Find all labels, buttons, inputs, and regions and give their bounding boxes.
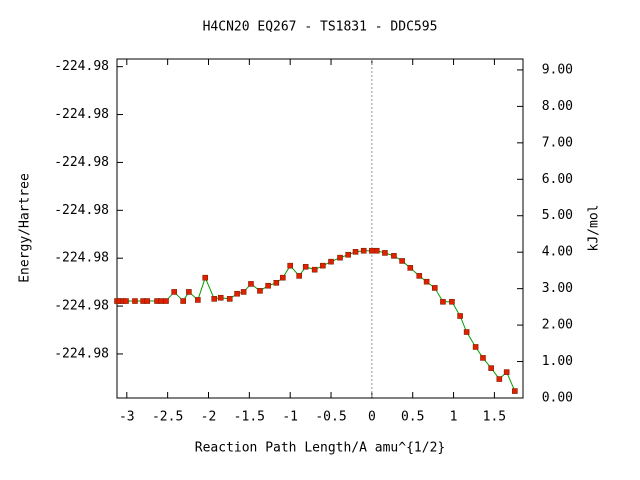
data-point bbox=[186, 289, 192, 295]
data-point bbox=[144, 298, 151, 304]
data-point bbox=[171, 289, 177, 295]
data-point bbox=[440, 298, 446, 305]
data-point bbox=[488, 365, 494, 371]
y2-tick-label: 4.00 bbox=[542, 245, 573, 260]
data-point bbox=[163, 298, 169, 304]
data-point bbox=[311, 266, 318, 273]
y-axis-label: Energy/Hartree bbox=[18, 173, 33, 283]
x-tick-label: 1 bbox=[450, 410, 458, 425]
data-point bbox=[265, 282, 271, 289]
data-point bbox=[496, 376, 503, 382]
data-point bbox=[234, 290, 240, 297]
x-tick-label: 0 bbox=[368, 410, 376, 425]
data-point bbox=[320, 262, 326, 269]
data-point bbox=[296, 273, 302, 279]
x-tick-label: -0.5 bbox=[315, 410, 346, 425]
data-point bbox=[449, 298, 455, 305]
data-point bbox=[472, 344, 479, 350]
data-point bbox=[369, 247, 375, 254]
x-axis-label: Reaction Path Length/A amu^{1/2} bbox=[195, 441, 445, 456]
x-tick-label: 1.5 bbox=[483, 410, 506, 425]
y-tick-label: -224.98 bbox=[54, 107, 109, 122]
data-point bbox=[431, 285, 438, 291]
data-point bbox=[480, 355, 486, 361]
y-tick-label: -224.98 bbox=[54, 59, 109, 74]
data-point bbox=[337, 254, 343, 261]
y2-tick-label: 5.00 bbox=[542, 208, 573, 223]
data-point bbox=[287, 262, 293, 269]
y2-tick-label: 9.00 bbox=[542, 62, 573, 77]
y-tick-label: -224.98 bbox=[54, 299, 109, 314]
x-tick-label: -1.5 bbox=[234, 410, 265, 425]
data-point bbox=[195, 297, 201, 303]
y2-tick-label: 2.00 bbox=[542, 318, 573, 333]
data-point bbox=[217, 294, 224, 301]
y2-tick-label: 8.00 bbox=[542, 99, 573, 114]
data-point bbox=[360, 247, 367, 254]
data-point bbox=[226, 296, 233, 302]
data-point bbox=[457, 313, 463, 319]
plot-frame bbox=[116, 58, 524, 399]
data-point bbox=[382, 250, 388, 256]
data-point bbox=[399, 258, 405, 264]
data-point bbox=[328, 258, 334, 265]
y2-tick-label: 6.00 bbox=[542, 172, 573, 187]
x-tick-label: 0.5 bbox=[401, 410, 424, 425]
y2-tick-label: 0.00 bbox=[542, 391, 573, 406]
data-point bbox=[202, 274, 209, 281]
y2-axis-label: kJ/mol bbox=[587, 205, 602, 252]
data-point bbox=[240, 289, 247, 295]
data-point bbox=[211, 296, 218, 302]
data-point bbox=[280, 274, 286, 281]
x-tick-label: -2.5 bbox=[152, 410, 183, 425]
x-tick-label: -2 bbox=[201, 410, 217, 425]
data-point bbox=[416, 273, 423, 279]
data-point bbox=[512, 388, 518, 394]
y-tick-label: -224.98 bbox=[54, 251, 109, 266]
data-point bbox=[123, 298, 129, 304]
data-point bbox=[503, 369, 510, 375]
data-point bbox=[158, 298, 164, 304]
data-point bbox=[352, 249, 359, 255]
y-tick-label: -224.98 bbox=[54, 346, 109, 361]
data-point bbox=[373, 247, 380, 254]
y2-tick-label: 1.00 bbox=[542, 354, 573, 369]
y2-tick-label: 7.00 bbox=[542, 135, 573, 150]
data-point bbox=[132, 298, 138, 304]
x-tick-label: -3 bbox=[119, 410, 135, 425]
y2-tick-label: 3.00 bbox=[542, 281, 573, 296]
data-point bbox=[180, 298, 186, 304]
data-point bbox=[302, 263, 309, 270]
data-point bbox=[257, 288, 263, 294]
y-tick-label: -224.98 bbox=[54, 203, 109, 218]
y-tick-label: -224.98 bbox=[54, 155, 109, 170]
data-point bbox=[391, 253, 397, 259]
data-point bbox=[273, 280, 280, 286]
chart-title: H4CN20 EQ267 - TS1831 - DDC595 bbox=[203, 20, 438, 35]
data-point bbox=[345, 251, 351, 258]
data-point bbox=[463, 329, 470, 335]
data-point bbox=[423, 278, 430, 285]
x-tick-label: -1 bbox=[282, 410, 298, 425]
data-point bbox=[407, 265, 414, 271]
data-point bbox=[248, 281, 254, 287]
